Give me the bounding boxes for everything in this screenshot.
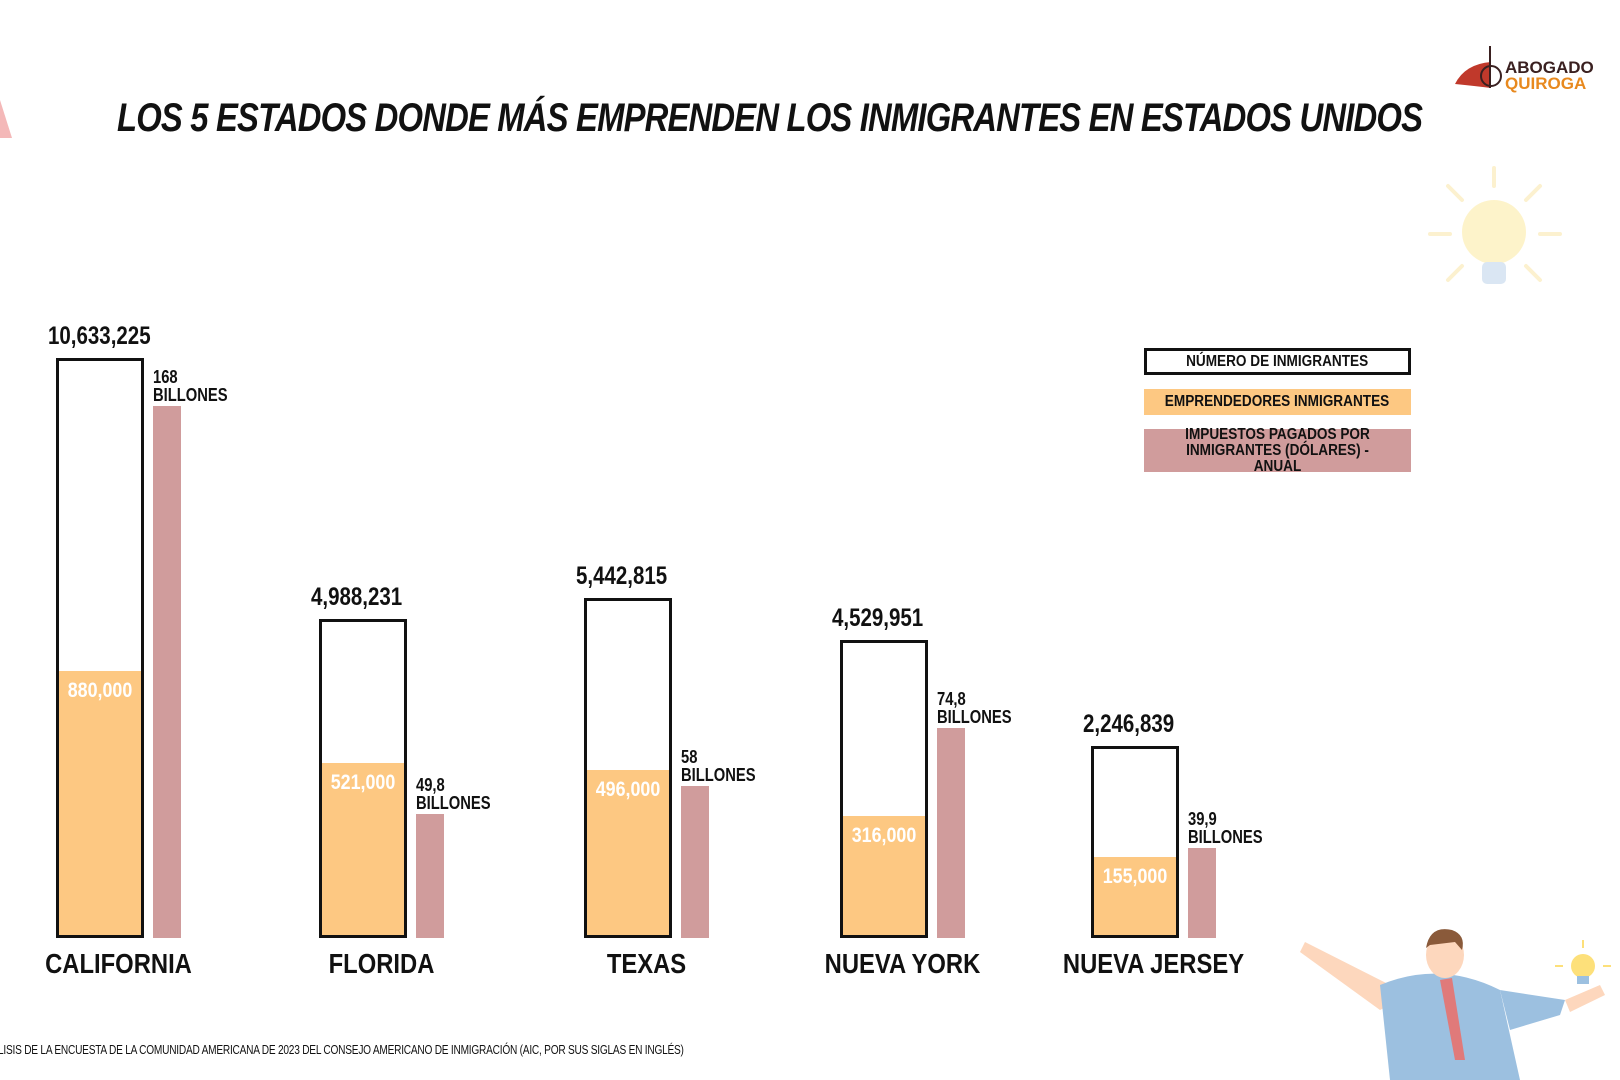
corner-triangle-decoration (0, 100, 12, 138)
bar-entrepreneurs (59, 671, 141, 935)
category-label: CALIFORNIA (45, 948, 192, 979)
label-taxes: 168 (153, 367, 178, 387)
category-label: FLORIDA (328, 948, 435, 979)
label-taxes: 49,8 (416, 774, 445, 795)
label-taxes: 74,8 (937, 688, 966, 709)
category-label: TEXAS (606, 948, 687, 979)
category-label: NUEVA YORK (824, 948, 981, 979)
label-entrepreneurs: 496,000 (595, 777, 661, 801)
label-taxes-unit: BILLONES (937, 706, 1012, 727)
bar-entrepreneurs (322, 763, 404, 935)
bar-entrepreneurs (587, 769, 669, 935)
bar-taxes (937, 727, 965, 938)
label-taxes-unit: BILLONES (416, 792, 491, 813)
bar-taxes (681, 785, 709, 938)
logo-line1: ABOGADO (1505, 58, 1594, 77)
logo-line2: QUIROGA (1505, 74, 1587, 93)
label-taxes-unit: BILLONES (153, 385, 228, 405)
label-immigrants: 5,442,815 (576, 562, 668, 591)
label-entrepreneurs: 880,000 (67, 679, 133, 703)
lightbulb-icon (1428, 166, 1562, 284)
logo-emblem-icon (1455, 46, 1502, 88)
chart-title: LOS 5 ESTADOS DONDE MÁS EMPRENDEN LOS IN… (117, 96, 1423, 140)
label-entrepreneurs: 521,000 (330, 771, 396, 795)
legend-item-immigrants: NÚMERO DE INMIGRANTES (1144, 348, 1411, 375)
label-taxes: 58 (681, 746, 698, 767)
legend-item-taxes: IMPUESTOS PAGADOS POR INMIGRANTES (DÓLAR… (1144, 426, 1411, 474)
label-immigrants: 4,988,231 (311, 583, 403, 612)
label-entrepreneurs: 155,000 (1102, 865, 1168, 889)
label-immigrants: 2,246,839 (1083, 710, 1175, 739)
bar-entrepreneurs (843, 815, 925, 935)
logo: ABOGADO QUIROGA (1455, 42, 1605, 98)
bar-taxes (416, 813, 444, 938)
legend-item-entrepreneurs: EMPRENDEDORES INMIGRANTES (1144, 389, 1411, 415)
person-illustration (1300, 929, 1605, 1080)
small-lightbulb-icon (1555, 940, 1611, 984)
label-taxes-unit: BILLONES (1188, 826, 1263, 847)
label-immigrants: 10,633,225 (48, 322, 151, 351)
label-entrepreneurs: 316,000 (851, 823, 917, 847)
bar-taxes (1188, 847, 1216, 938)
source-footnote: LISIS DE LA ENCUESTA DE LA COMUNIDAD AME… (0, 1042, 684, 1057)
bar-taxes (153, 406, 181, 938)
label-immigrants: 4,529,951 (832, 604, 924, 633)
label-taxes: 39,9 (1188, 808, 1217, 829)
label-taxes-unit: BILLONES (681, 764, 756, 785)
bar-entrepreneurs (1094, 857, 1176, 935)
category-label: NUEVA JERSEY (1062, 948, 1245, 979)
